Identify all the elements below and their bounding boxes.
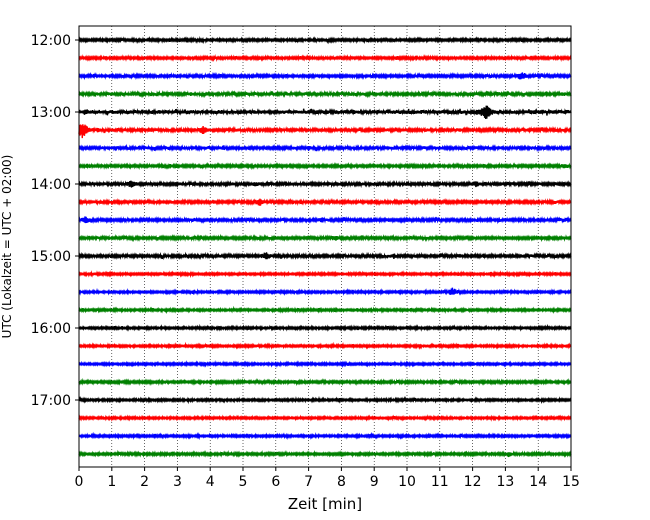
trace-1645 [78,377,572,387]
plot-frame [78,25,572,468]
trace-1415 [78,197,572,207]
y-axis: 12:00 13:00 14:00 15:00 16:00 17:00 [31,33,79,409]
x-tick-label: 3 [173,474,182,490]
y-tick-label: 14:00 [31,177,71,193]
trace-1715 [78,414,572,422]
y-axis-label: UTC (Lokalzeit = UTC + 02:00) [0,155,14,339]
trace-1230 [78,71,572,81]
x-tick-label: 10 [398,474,416,490]
trace-1545 [78,305,572,315]
x-tick-label: 7 [304,474,313,490]
x-tick-label: 14 [529,474,547,490]
trace-1700 [78,395,572,405]
trace-1245 [78,89,572,99]
trace-1215 [78,53,572,63]
trace-1345 [78,161,572,171]
trace-1515 [78,270,572,279]
trace-1615 [78,341,572,351]
trace-1500 [78,251,572,261]
x-tick-label: 8 [337,474,346,490]
trace-1330 [78,143,572,153]
x-axis: 0 1 2 3 4 5 6 7 8 9 10 11 12 13 14 15 [75,467,580,490]
x-tick-label: 0 [75,474,84,490]
x-tick-label: 9 [370,474,379,490]
x-tick-label: 11 [431,474,449,490]
x-tick-label: 12 [464,474,482,490]
x-tick-label: 15 [562,474,580,490]
x-tick-label: 6 [271,474,280,490]
x-tick-label: 4 [206,474,215,490]
x-tick-label: 5 [239,474,248,490]
x-axis-label: Zeit [min] [288,495,362,513]
y-tick-label: 15:00 [31,249,71,265]
trace-1315 [78,124,572,139]
x-tick-label: 13 [496,474,514,490]
plot-background [79,26,571,467]
x-tick-label: 1 [107,474,116,490]
trace-1600 [78,323,572,332]
trace-1400 [78,179,572,189]
trace-group [78,36,572,458]
trace-1445 [78,233,572,243]
trace-1430 [78,215,572,225]
trace-1730 [78,431,572,441]
y-tick-label: 17:00 [31,393,71,409]
y-tick-label: 13:00 [31,105,71,121]
trace-1745 [78,449,572,458]
trace-1530 [78,287,572,297]
trace-1200 [78,36,572,45]
x-tick-label: 2 [140,474,149,490]
trace-1300 [78,105,572,119]
y-tick-label: 12:00 [31,33,71,49]
y-tick-label: 16:00 [31,321,71,337]
trace-1630 [78,360,572,368]
